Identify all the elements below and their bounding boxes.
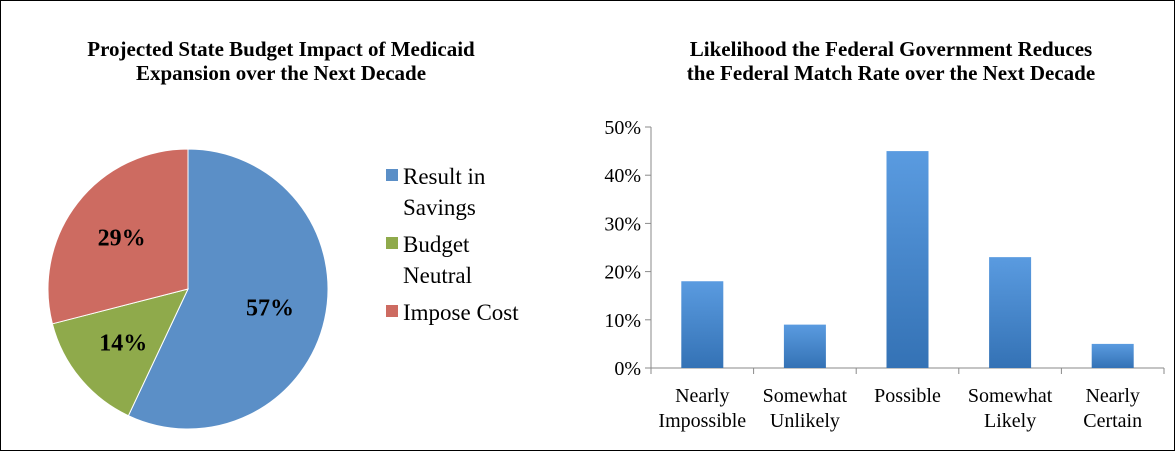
legend-item-savings: Result in Savings	[386, 161, 556, 223]
pie-slice-label-neutral: 14%	[99, 331, 147, 357]
pie-title-line-1: Projected State Budget Impact of Medicai…	[87, 37, 475, 61]
bar-title-line-2: the Federal Match Rate over the Next Dec…	[686, 61, 1096, 85]
pie-legend: Result in Savings Budget Neutral Impose …	[386, 161, 556, 334]
x-category-label: Somewhat	[968, 385, 1053, 407]
x-category-label: Nearly	[1085, 385, 1139, 407]
x-category-label: Nearly	[675, 385, 729, 407]
x-category-label: Unlikely	[770, 410, 840, 432]
legend-item-neutral: Budget Neutral	[386, 229, 556, 291]
y-tick-label: 30%	[604, 213, 641, 235]
bar-0	[681, 281, 724, 368]
bar-1	[783, 324, 826, 368]
legend-label-savings-line-2: Savings	[403, 195, 476, 220]
legend-label-neutral-line-1: Budget	[403, 232, 470, 257]
x-category-label: Likely	[984, 410, 1036, 432]
legend-swatch-savings	[386, 169, 398, 181]
y-tick-label: 10%	[604, 310, 641, 332]
x-category-label: Somewhat	[763, 385, 848, 407]
bar-2	[886, 151, 929, 368]
pie-chart-title: Projected State Budget Impact of Medicai…	[21, 37, 541, 85]
pie-slice-savings	[127, 148, 329, 430]
x-category-label: Impossible	[658, 410, 746, 432]
x-category-label: Possible	[874, 385, 941, 407]
bar-title-line-1: Likelihood the Federal Government Reduce…	[689, 37, 1093, 61]
legend-label-cost-line-1: Impose Cost	[403, 300, 519, 325]
y-tick-label: 20%	[604, 262, 641, 284]
y-tick-label: 40%	[604, 165, 641, 187]
legend-swatch-cost	[386, 305, 398, 317]
legend-item-cost: Impose Cost	[386, 297, 556, 328]
pie-slice-cost	[47, 148, 189, 325]
bar-4	[1091, 343, 1134, 368]
y-tick-label: 50%	[604, 117, 641, 139]
x-category-label: Certain	[1083, 410, 1142, 432]
legend-label-neutral-line-2: Neutral	[403, 263, 472, 288]
pie-title-line-2: Expansion over the Next Decade	[135, 61, 427, 85]
legend-swatch-neutral	[386, 237, 398, 249]
legend-label-savings-line-1: Result in	[403, 164, 486, 189]
y-tick-label: 0%	[614, 358, 641, 380]
pie-slice-label-savings: 57%	[246, 295, 294, 321]
bar-chart-title: Likelihood the Federal Government Reduce…	[611, 37, 1171, 85]
pie-slice-neutral	[51, 288, 189, 417]
bar-3	[989, 257, 1032, 368]
pie-slice-label-cost: 29%	[98, 226, 146, 252]
